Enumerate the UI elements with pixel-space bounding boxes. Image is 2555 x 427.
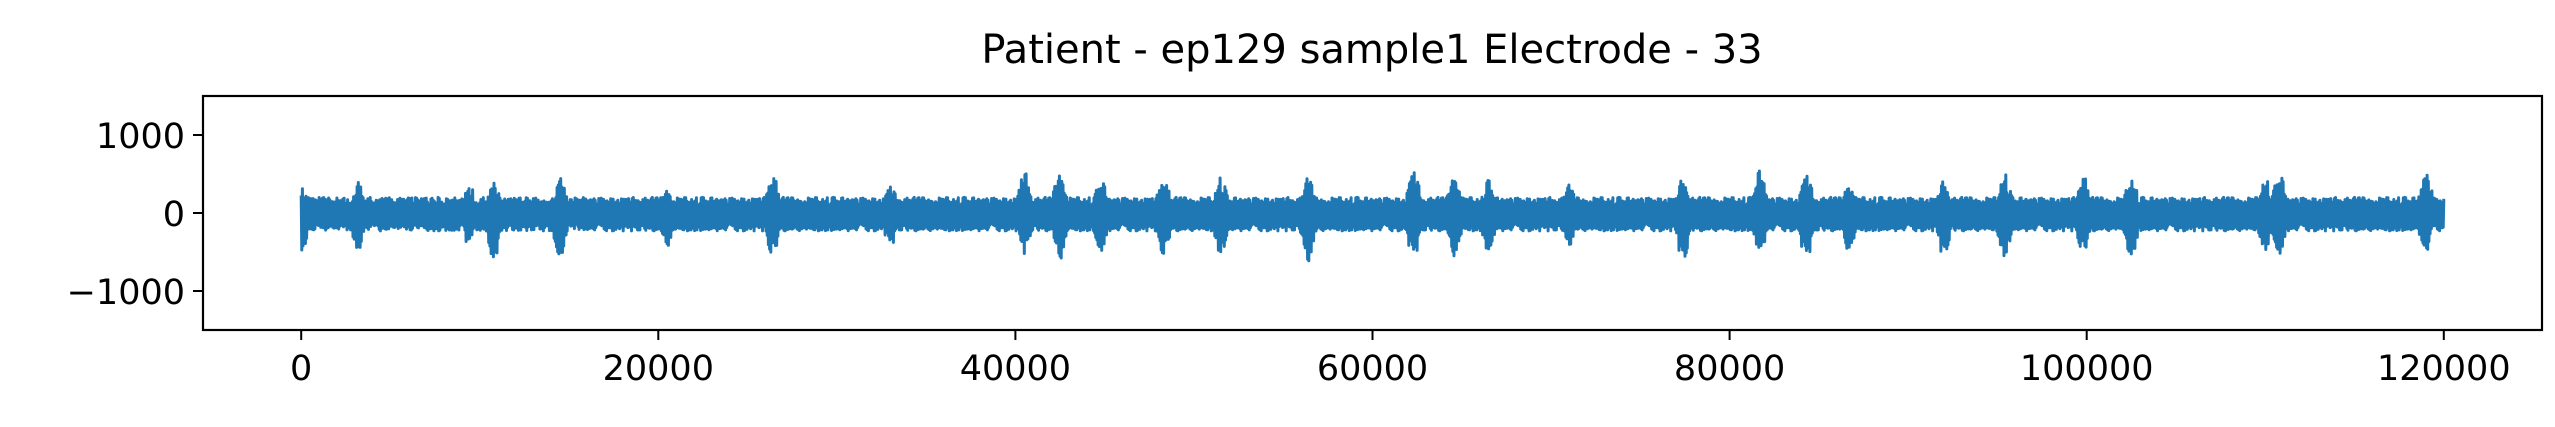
x-tick-label: 60000 xyxy=(1317,349,1428,389)
y-tick-label: −1000 xyxy=(67,273,185,313)
y-tick-label: 1000 xyxy=(96,117,185,157)
y-axis: −1000 0 1000 xyxy=(67,117,203,313)
x-tick-label: 20000 xyxy=(603,349,714,389)
x-axis: 0 20000 40000 60000 80000 100000 120000 xyxy=(290,330,2511,389)
x-tick-label: 120000 xyxy=(2377,349,2511,389)
axes-frame xyxy=(201,94,2544,332)
plot-area xyxy=(299,169,2446,263)
chart-title: Patient - ep129 sample1 Electrode - 33 xyxy=(981,27,1762,73)
x-tick-label: 100000 xyxy=(2020,349,2154,389)
x-tick-label: 80000 xyxy=(1674,349,1785,389)
y-tick-label: 0 xyxy=(163,195,185,235)
x-tick-label: 40000 xyxy=(960,349,1071,389)
signal-line xyxy=(299,169,2446,263)
x-tick-label: 0 xyxy=(290,349,312,389)
